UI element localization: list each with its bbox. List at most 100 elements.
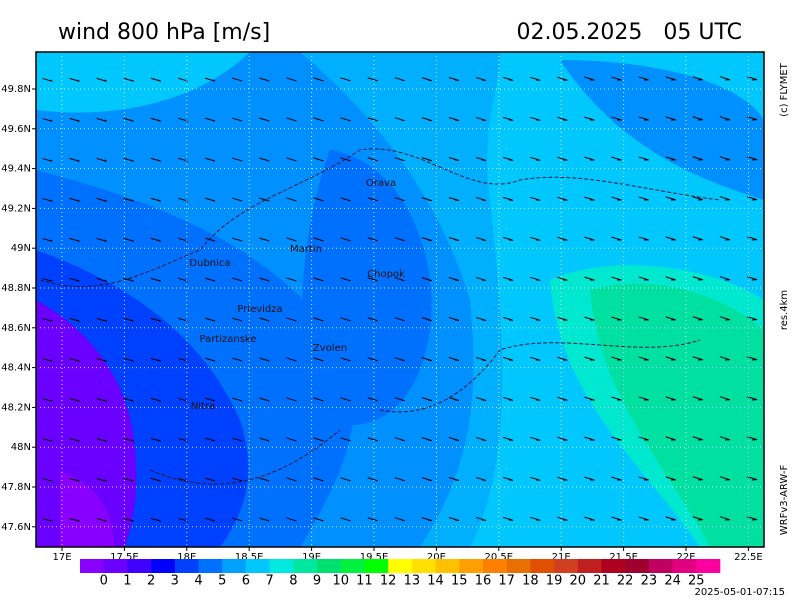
wind-barb bbox=[503, 436, 514, 441]
wind-barb bbox=[584, 436, 595, 441]
wind-barb bbox=[557, 116, 568, 121]
wind-barb bbox=[367, 437, 378, 442]
wind-barb bbox=[69, 437, 80, 442]
colorbar-label: 17 bbox=[498, 574, 515, 589]
wind-barb bbox=[448, 237, 460, 242]
lon-tick-label: 19E bbox=[302, 552, 321, 563]
wind-barb bbox=[611, 516, 622, 521]
colorbar-swatch bbox=[364, 559, 389, 573]
wind-barb bbox=[665, 436, 676, 441]
colorbar-swatch bbox=[672, 559, 697, 573]
lat-tick-label: 48.6N bbox=[1, 323, 31, 334]
lat-tick-label: 47.8N bbox=[1, 482, 31, 493]
wind-barb bbox=[503, 236, 514, 241]
wind-barb bbox=[638, 196, 649, 201]
wind-barb bbox=[421, 117, 433, 122]
lat-tick-label: 49.8N bbox=[1, 84, 31, 95]
wind-barb bbox=[394, 237, 405, 242]
colorbar-label: 16 bbox=[475, 574, 492, 589]
wind-barb bbox=[638, 396, 649, 401]
wind-barb bbox=[150, 397, 162, 402]
colorbar-swatch bbox=[482, 559, 507, 573]
wind-barb bbox=[584, 316, 595, 321]
wind-barb bbox=[719, 236, 731, 241]
wind-barb bbox=[475, 156, 487, 161]
wind-barb bbox=[475, 196, 487, 201]
colorbar-swatch bbox=[198, 559, 223, 573]
lon-tick-label: 20.5E bbox=[485, 552, 514, 563]
wind-barb bbox=[503, 156, 514, 161]
wind-barb bbox=[42, 477, 53, 482]
wind-barb bbox=[475, 396, 487, 401]
wind-barb bbox=[42, 437, 53, 442]
wind-barb bbox=[475, 316, 487, 321]
wind-barb bbox=[313, 237, 324, 242]
colorbar-swatch bbox=[127, 559, 152, 573]
lat-tick-label: 48.2N bbox=[1, 402, 31, 413]
wind-barb bbox=[123, 77, 134, 82]
wind-barb bbox=[719, 116, 731, 121]
wind-barb bbox=[232, 117, 243, 122]
wind-barb bbox=[232, 237, 243, 242]
wind-barb bbox=[394, 197, 405, 202]
colorbar-label: 14 bbox=[427, 574, 444, 589]
wind-barb bbox=[204, 237, 216, 242]
lon-tick-label: 22.5E bbox=[734, 552, 763, 563]
wind-barb bbox=[123, 437, 134, 442]
wind-barb bbox=[232, 197, 243, 202]
wind-barb bbox=[123, 157, 134, 162]
wind-barb bbox=[123, 277, 134, 282]
wind-barb bbox=[530, 196, 541, 201]
wind-barb bbox=[367, 317, 378, 322]
colorbar-label: 23 bbox=[641, 574, 658, 589]
colorbar-label: 24 bbox=[664, 574, 681, 589]
wind-barb bbox=[150, 157, 162, 162]
lon-tick-label: 19.5E bbox=[360, 552, 389, 563]
wind-barb bbox=[177, 357, 189, 362]
colorbar-swatch bbox=[648, 559, 673, 573]
wind-barb bbox=[719, 476, 731, 481]
colorbar-label: 8 bbox=[289, 574, 297, 589]
colorbar-label: 0 bbox=[100, 574, 108, 589]
lat-tick-label: 49.6N bbox=[1, 124, 31, 135]
wind-barb bbox=[232, 357, 243, 362]
wind-barb bbox=[42, 397, 53, 402]
wind-barb bbox=[177, 397, 189, 402]
wind-barb bbox=[259, 477, 270, 482]
wind-barb bbox=[177, 77, 189, 82]
colorbar-swatch bbox=[577, 559, 602, 573]
wind-barb bbox=[692, 316, 703, 321]
wind-barb bbox=[503, 476, 514, 481]
wind-barb bbox=[69, 77, 80, 82]
wind-barb bbox=[313, 437, 324, 442]
wind-barb bbox=[123, 197, 134, 202]
wind-barb bbox=[313, 477, 324, 482]
lat-tick-label: 49N bbox=[11, 243, 31, 254]
wind-barb bbox=[719, 316, 731, 321]
wind-barb bbox=[204, 397, 216, 402]
wind-barb bbox=[611, 396, 622, 401]
wind-barb bbox=[475, 356, 487, 361]
wind-barb bbox=[394, 437, 405, 442]
wind-barb bbox=[123, 517, 134, 522]
colorbar-label: 25 bbox=[688, 574, 705, 589]
wind-barb bbox=[340, 317, 351, 322]
wind-barb bbox=[746, 316, 758, 321]
wind-barb bbox=[177, 517, 189, 522]
wind-barb bbox=[367, 397, 378, 402]
wind-barb bbox=[313, 117, 324, 122]
wind-barb bbox=[584, 516, 595, 521]
wind-barb bbox=[584, 76, 595, 81]
lon-tick-label: 18E bbox=[177, 552, 196, 563]
wind-barb bbox=[475, 276, 487, 281]
colorbar-label: 10 bbox=[332, 574, 349, 589]
wind-barb bbox=[42, 77, 53, 82]
wind-barb bbox=[584, 116, 595, 121]
wind-barb bbox=[719, 436, 731, 441]
wind-barb bbox=[692, 476, 703, 481]
wind-barb bbox=[259, 117, 270, 122]
wind-barb bbox=[232, 477, 243, 482]
wind-barb bbox=[69, 317, 80, 322]
wind-barb bbox=[421, 237, 433, 242]
wind-barb bbox=[259, 197, 270, 202]
